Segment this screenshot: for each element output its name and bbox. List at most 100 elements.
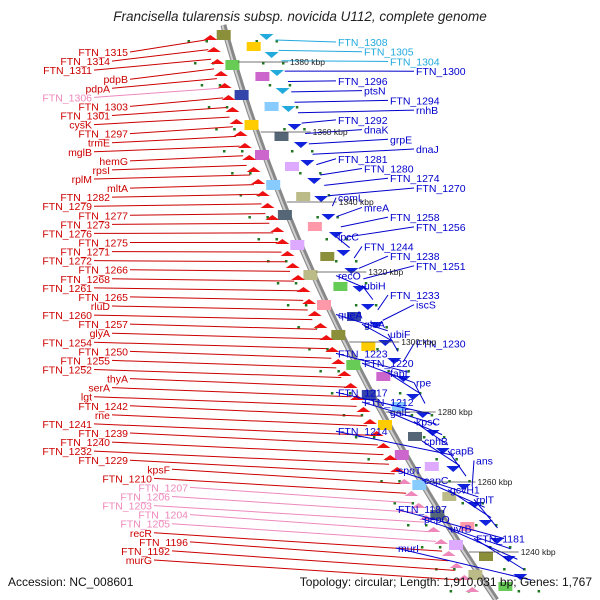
right-gene-label: rnhB <box>416 105 438 117</box>
right-gene-label: FTN_1308 <box>338 37 388 49</box>
right-leader-line <box>363 265 415 280</box>
track-marker <box>294 282 298 285</box>
reverse-gene-arrow <box>411 503 426 508</box>
right-leader-line <box>413 382 426 404</box>
right-leader-line <box>447 450 467 477</box>
left-leader-line <box>189 486 413 504</box>
left-leader-line <box>111 107 227 116</box>
left-gene-label: FTN_1271 <box>60 247 110 259</box>
right-gene-label: galE <box>390 407 411 419</box>
forward-gene-arrow <box>456 484 471 490</box>
gene-category-block <box>394 450 409 460</box>
track-marker <box>364 282 368 285</box>
right-leader-line <box>382 304 415 321</box>
reverse-gene-arrow <box>319 335 334 340</box>
track-marker <box>481 502 484 505</box>
left-leader-line <box>171 468 401 485</box>
track-marker <box>396 348 399 351</box>
right-leader-line <box>395 508 505 539</box>
left-leader-line <box>93 145 240 153</box>
right-leader-line <box>291 90 363 93</box>
gene-category-block <box>346 360 361 370</box>
right-gene-label: FTN_1238 <box>390 251 440 263</box>
gene-category-block <box>255 72 270 81</box>
gene-category-block <box>246 42 261 51</box>
right-leader-line <box>353 246 363 259</box>
left-gene-label: recR <box>130 528 153 540</box>
left-leader-line <box>129 432 378 446</box>
right-leader-line <box>361 284 374 300</box>
left-gene-label: FTN_1192 <box>121 546 170 558</box>
gene-category-block <box>225 60 240 70</box>
track-marker <box>430 414 434 417</box>
track-marker <box>268 84 272 87</box>
left-leader-line <box>129 405 362 417</box>
left-gene-label: FTN_1242 <box>78 401 128 413</box>
right-leader-line <box>281 60 389 62</box>
right-leader-line <box>395 469 479 498</box>
reverse-gene-arrow <box>251 179 266 184</box>
gene-category-block <box>460 522 475 531</box>
gene-category-block <box>234 90 249 100</box>
track-marker <box>508 546 512 549</box>
reverse-gene-arrow <box>291 275 306 280</box>
gene-category-block <box>285 162 299 171</box>
reverse-gene-arrow <box>397 479 412 484</box>
track-marker <box>241 150 244 153</box>
right-gene-label: uvrB <box>450 524 472 536</box>
track-marker <box>303 128 306 131</box>
left-leader-line <box>129 296 304 301</box>
right-gene-label: FTN_1214 <box>338 426 388 438</box>
left-gene-label: FTN_1260 <box>42 310 92 322</box>
reverse-gene-arrow <box>255 191 270 196</box>
right-gene-label: gcvH1 <box>450 485 480 497</box>
right-gene-label: cphB <box>424 436 448 448</box>
scale-label: 1340 kbp <box>339 197 374 207</box>
forward-gene-arrow <box>287 124 302 130</box>
genome-title: Francisella tularensis subsp. novicida U… <box>113 9 487 24</box>
reverse-gene-arrow <box>441 551 456 556</box>
forward-gene-arrow <box>336 250 351 256</box>
reverse-gene-arrow <box>302 299 317 304</box>
right-leader-line <box>358 255 389 269</box>
right-gene-label: capC <box>424 475 449 487</box>
left-gene-label: trmE <box>88 138 110 150</box>
track-marker <box>187 40 190 43</box>
track-marker <box>288 84 292 87</box>
forward-gene-arrow <box>360 304 375 310</box>
right-leader-line <box>387 372 420 394</box>
forward-gene-arrow <box>490 538 505 544</box>
track-marker <box>345 238 348 241</box>
right-gene-label: FTN_1181 <box>476 533 525 545</box>
right-leader-line <box>345 226 415 238</box>
right-gene-label: comL <box>338 193 364 205</box>
right-gene-label: FTN_1212 <box>364 397 414 409</box>
reverse-gene-arrow <box>233 131 248 136</box>
reverse-gene-arrow <box>325 347 340 352</box>
reverse-gene-arrow <box>225 107 240 112</box>
track-marker <box>503 568 506 571</box>
track-marker <box>316 216 319 219</box>
right-leader-line <box>298 109 415 114</box>
forward-gene-arrow <box>344 268 359 274</box>
track-marker <box>337 370 340 373</box>
track-marker <box>453 568 456 571</box>
track-marker <box>326 348 329 351</box>
left-leader-line <box>129 39 206 53</box>
right-gene-label: FTN_1251 <box>416 261 466 273</box>
track-marker <box>398 480 401 483</box>
right-leader-line <box>287 80 337 83</box>
right-leader-line <box>340 216 389 228</box>
right-gene-label: fabI <box>390 368 408 380</box>
forward-gene-arrow <box>478 520 493 526</box>
left-leader-line <box>111 414 368 427</box>
right-gene-label: FTN_1258 <box>390 212 440 224</box>
right-gene-label: rplT <box>476 494 495 506</box>
left-leader-line <box>189 514 430 533</box>
forward-gene-arrow <box>264 52 279 58</box>
left-leader-line <box>93 116 230 126</box>
track-marker <box>248 216 251 219</box>
track-marker <box>286 304 290 307</box>
left-leader-line <box>93 232 274 234</box>
right-leader-line <box>471 460 475 487</box>
